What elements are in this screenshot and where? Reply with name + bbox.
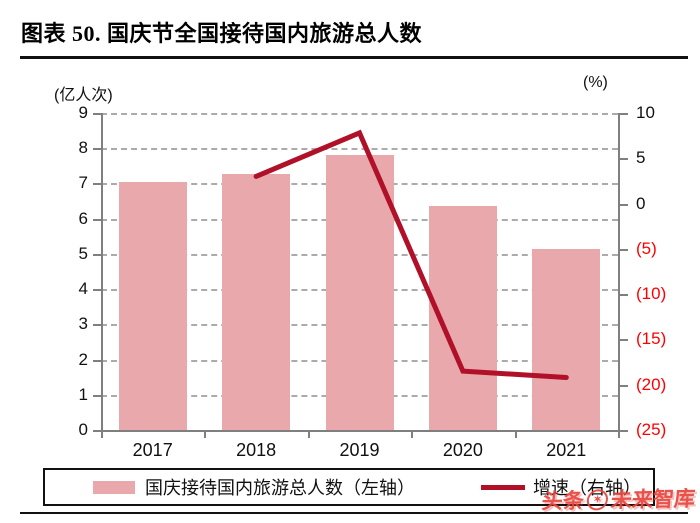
gridline-8 <box>101 148 618 151</box>
left-tick-1 <box>93 394 101 397</box>
legend-bar-label: 国庆接待国内旅游总人数（左轴） <box>145 478 415 498</box>
left-tick-9 <box>93 113 101 115</box>
left-axis-label-6: 6 <box>78 208 88 228</box>
right-tick-5 <box>620 158 628 161</box>
title-underline <box>20 56 688 59</box>
x-axis-label-2020: 2020 <box>442 440 483 460</box>
right-axis-label--20: (20) <box>636 374 667 394</box>
x-axis-label-2017: 2017 <box>132 440 173 460</box>
watermark-avatar-icon: ✶ <box>586 488 609 511</box>
right-axis-label--5: (5) <box>636 238 657 258</box>
y-axis-left <box>101 113 103 430</box>
gridline-9 <box>101 113 618 115</box>
right-axis-label--10: (10) <box>636 284 667 304</box>
right-tick--25 <box>620 430 628 432</box>
x-tick-1 <box>204 430 207 438</box>
right-axis-label-0: 0 <box>636 193 646 213</box>
legend-line-label: 增速（右轴） <box>533 478 641 498</box>
x-axis <box>93 430 620 432</box>
watermark-avatar-glyph: ✶ <box>592 493 603 505</box>
right-axis-label--25: (25) <box>636 420 667 439</box>
left-tick-2 <box>93 359 101 362</box>
left-axis-unit: (亿人次) <box>54 87 113 104</box>
bottom-border-line <box>20 512 688 514</box>
legend: 国庆接待国内旅游总人数（左轴） 增速（右轴） <box>43 468 655 506</box>
legend-item-bars: 国庆接待国内旅游总人数（左轴） <box>93 474 415 500</box>
legend-item-line: 增速（右轴） <box>481 474 641 500</box>
legend-line-swatch <box>481 484 525 490</box>
right-tick--15 <box>620 339 628 342</box>
left-tick-3 <box>93 324 101 327</box>
left-axis-label-7: 7 <box>78 173 88 193</box>
left-axis-label-3: 3 <box>78 314 88 334</box>
left-axis-label-5: 5 <box>78 243 88 263</box>
left-tick-8 <box>93 148 101 151</box>
right-axis-label-10: 10 <box>636 103 655 122</box>
x-tick-3 <box>411 430 414 438</box>
x-tick-0 <box>101 430 103 438</box>
right-axis-unit: (%) <box>583 74 608 91</box>
right-axis-label--15: (15) <box>636 329 667 349</box>
left-tick-0 <box>93 430 101 432</box>
chart-title: 图表 50. 国庆节全国接待国内旅游总人数 <box>21 21 423 46</box>
right-axis-label-5: 5 <box>636 148 646 168</box>
left-axis-label-8: 8 <box>78 138 88 158</box>
x-axis-label-2019: 2019 <box>339 440 380 460</box>
right-tick-0 <box>620 203 628 206</box>
left-tick-7 <box>93 183 101 186</box>
left-axis-label-2: 2 <box>78 349 88 369</box>
bar-2017 <box>118 181 187 430</box>
left-tick-5 <box>93 253 101 256</box>
right-tick--20 <box>620 384 628 387</box>
growth-line <box>253 129 569 380</box>
watermark: 头条 ✶ 未来智库 <box>541 483 697 516</box>
x-axis-label-2018: 2018 <box>236 440 277 460</box>
left-axis-label-1: 1 <box>78 384 88 404</box>
right-tick--10 <box>620 294 628 297</box>
left-axis-label-4: 4 <box>78 279 88 299</box>
y-axis-right <box>618 113 620 430</box>
left-axis-label-9: 9 <box>78 103 88 122</box>
legend-bar-swatch <box>93 480 135 494</box>
left-axis-label-0: 0 <box>78 420 88 439</box>
watermark-prefix: 头条 <box>540 489 585 514</box>
x-axis-label-2021: 2021 <box>546 440 587 460</box>
x-tick-4 <box>514 430 517 438</box>
watermark-handle: 未来智库 <box>609 487 697 513</box>
x-tick-2 <box>307 430 310 438</box>
x-tick-5 <box>618 430 620 438</box>
right-tick--5 <box>620 248 628 251</box>
right-tick-10 <box>620 113 628 115</box>
bar-2021 <box>532 248 601 430</box>
bar-2018 <box>222 174 291 430</box>
left-tick-4 <box>93 289 101 292</box>
bar-2019 <box>325 154 394 430</box>
left-tick-6 <box>93 218 101 221</box>
